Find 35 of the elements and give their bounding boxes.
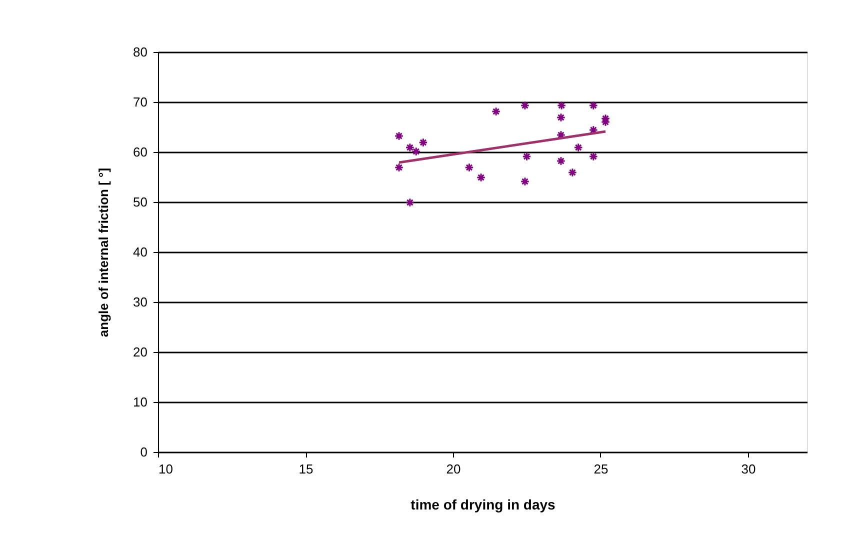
y-tick-label: 60 <box>133 144 148 160</box>
point <box>556 156 566 166</box>
y-tick-label: 10 <box>133 394 148 410</box>
y-tick-label: 80 <box>133 44 148 60</box>
x-tick-label: 15 <box>298 462 314 476</box>
point <box>556 112 566 122</box>
point <box>588 152 598 162</box>
point <box>588 100 598 110</box>
point <box>418 138 428 148</box>
point <box>405 142 415 152</box>
y-tick-label: 40 <box>133 244 148 260</box>
y-tick-label: 50 <box>133 194 148 210</box>
point <box>464 162 474 172</box>
y-axis-title: angle of internal friction [ °] <box>96 168 112 338</box>
point <box>491 106 501 116</box>
y-tick-label: 70 <box>133 94 148 110</box>
point <box>520 176 530 186</box>
y-tick-label: 0 <box>140 444 148 460</box>
point <box>394 131 404 141</box>
x-tick-label: 10 <box>158 462 173 476</box>
point <box>394 162 404 172</box>
x-tick-label: 30 <box>741 462 756 476</box>
x-tick-label: 25 <box>594 462 608 476</box>
point <box>522 152 532 162</box>
point <box>520 100 530 110</box>
y-tick-label: 20 <box>133 344 148 360</box>
x-axis-title: time of drying in days <box>410 496 556 512</box>
point <box>574 142 583 152</box>
point <box>568 168 578 178</box>
y-tick-label: 30 <box>133 294 148 310</box>
point <box>476 172 486 182</box>
point <box>405 198 415 208</box>
x-tick-label: 20 <box>446 462 461 476</box>
point <box>412 146 421 156</box>
point <box>556 100 566 110</box>
